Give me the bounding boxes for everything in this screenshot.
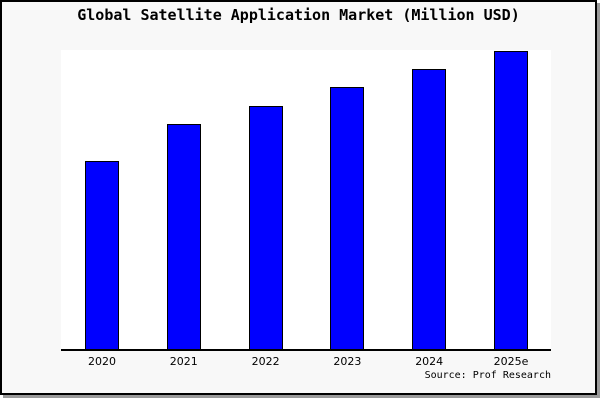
x-tick-label-2024: 2024 bbox=[415, 355, 444, 368]
bar-2022 bbox=[248, 106, 283, 349]
x-tick-label-2023: 2023 bbox=[333, 355, 362, 368]
x-tick-label-2020: 2020 bbox=[88, 355, 116, 368]
bar-2023 bbox=[330, 87, 365, 349]
x-axis-labels: 2020 2021 2022 2023 2024 2025e bbox=[61, 355, 551, 369]
chart-title: Global Satellite Application Market (Mil… bbox=[77, 6, 520, 24]
x-tick-label-2025e: 2025e bbox=[493, 355, 529, 368]
bar-2021 bbox=[166, 124, 201, 349]
source-attribution: Source: Prof Research bbox=[424, 370, 551, 381]
x-tick-label-2021: 2021 bbox=[169, 355, 198, 368]
x-axis-line bbox=[61, 349, 551, 351]
bar-2025e bbox=[494, 51, 528, 349]
bar-2024 bbox=[412, 69, 447, 349]
plot-area bbox=[61, 50, 551, 349]
bar-2020 bbox=[85, 161, 119, 349]
x-tick-label-2022: 2022 bbox=[251, 355, 280, 368]
